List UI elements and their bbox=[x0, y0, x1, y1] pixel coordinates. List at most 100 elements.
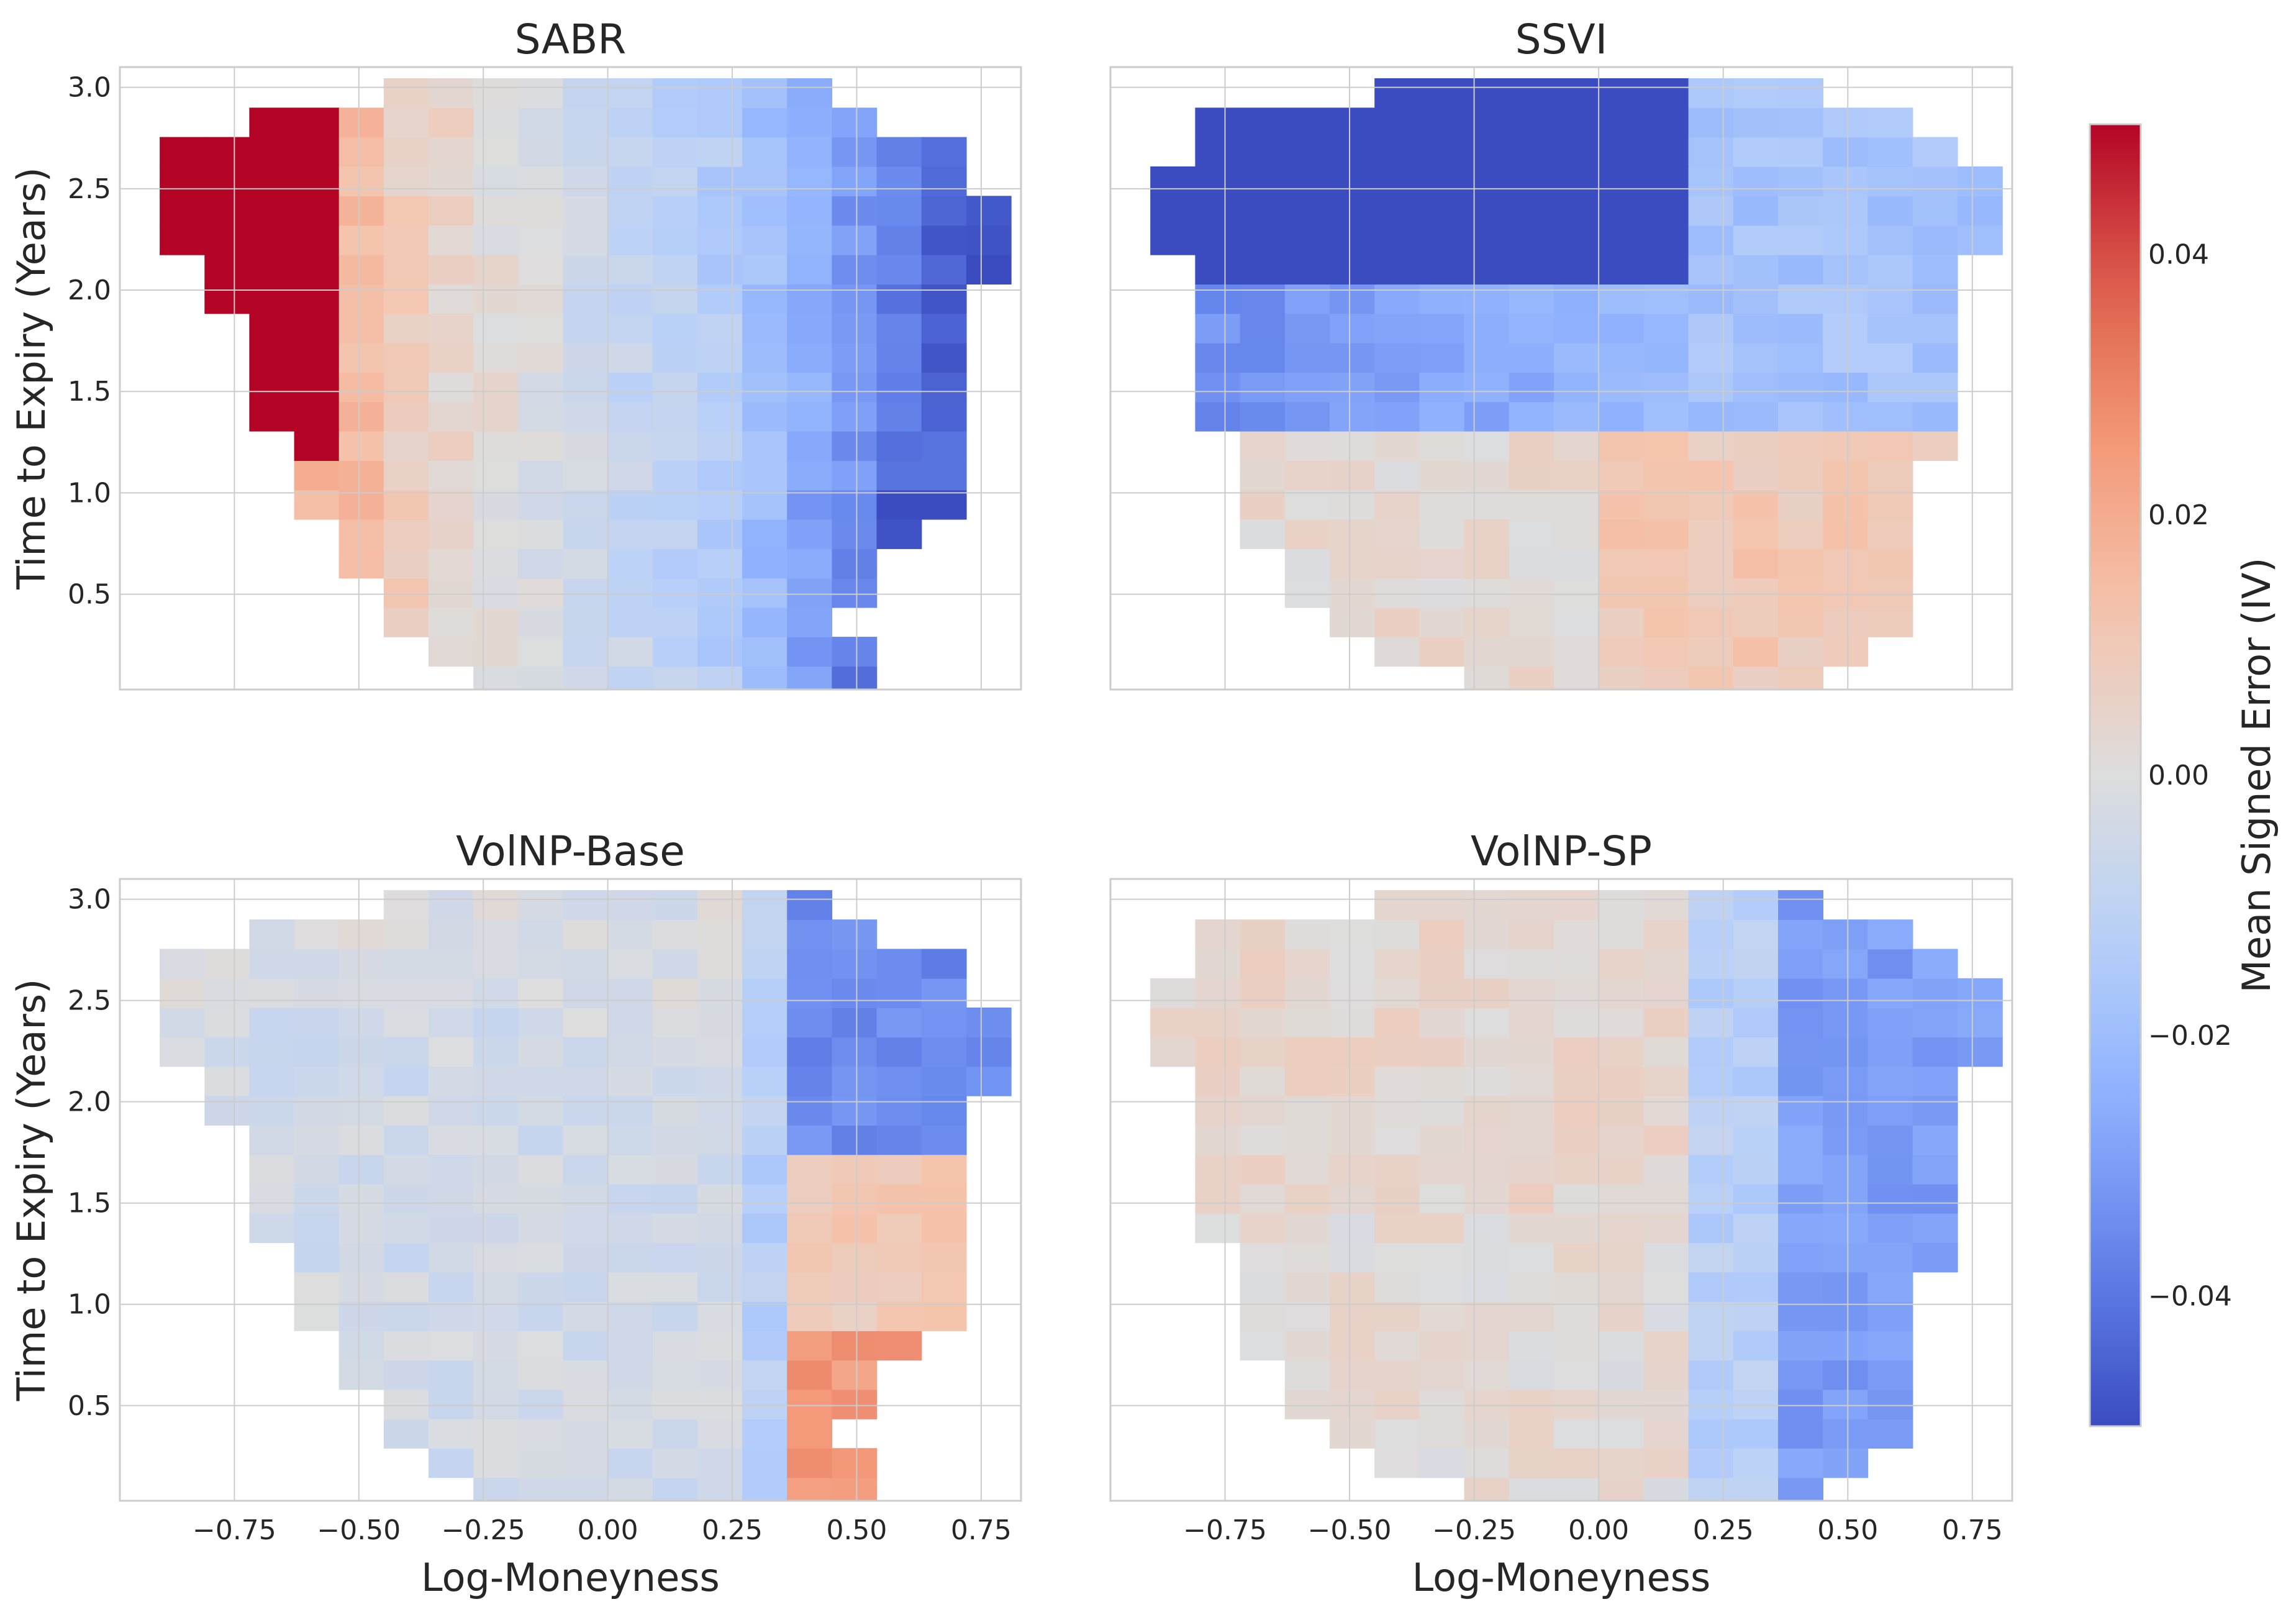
heatmap-cell bbox=[697, 78, 743, 109]
heatmap-cell bbox=[1912, 1242, 1958, 1273]
heatmap-cell bbox=[787, 489, 833, 520]
heatmap-cell bbox=[607, 919, 653, 950]
heatmap-cell bbox=[652, 1389, 698, 1419]
heatmap-cell bbox=[1284, 489, 1330, 520]
heatmap-cell bbox=[607, 225, 653, 255]
heatmap-cell bbox=[1778, 890, 1823, 920]
heatmap-cell bbox=[1867, 1213, 1913, 1244]
heatmap-cell bbox=[1509, 666, 1554, 690]
heatmap-cell bbox=[1643, 978, 1689, 1008]
heatmap-cell bbox=[204, 1037, 250, 1067]
heatmap-cell bbox=[338, 919, 384, 950]
heatmap-cell bbox=[563, 1095, 609, 1126]
heatmap-cell bbox=[876, 1008, 922, 1038]
heatmap-cell bbox=[563, 1037, 609, 1067]
heatmap-cell bbox=[1688, 1095, 1734, 1126]
heatmap-cell bbox=[1330, 1331, 1375, 1361]
heatmap-cell bbox=[1823, 430, 1869, 461]
heatmap-cell bbox=[1554, 460, 1599, 491]
heatmap-cell bbox=[966, 1008, 1012, 1038]
heatmap-cell bbox=[1643, 1477, 1689, 1501]
heatmap-cell bbox=[563, 1301, 609, 1331]
heatmap-cell bbox=[832, 1008, 878, 1038]
heatmap-cell bbox=[832, 578, 878, 608]
heatmap-cell bbox=[383, 107, 429, 138]
heatmap-cell bbox=[1464, 137, 1510, 167]
heatmap-cell bbox=[1374, 1183, 1420, 1214]
heatmap-cell bbox=[1867, 196, 1913, 226]
heatmap-cell bbox=[249, 919, 295, 950]
heatmap-cell bbox=[742, 107, 787, 138]
heatmap-cell bbox=[1419, 1037, 1465, 1067]
heatmap-cell bbox=[1643, 666, 1689, 690]
heatmap-cell bbox=[294, 1301, 340, 1331]
heatmap-cell bbox=[518, 284, 564, 314]
heatmap-cell bbox=[1464, 1095, 1510, 1126]
heatmap-cell bbox=[1374, 978, 1420, 1008]
heatmap-cell bbox=[742, 166, 787, 196]
heatmap-cell bbox=[1240, 196, 1286, 226]
heatmap-cell bbox=[338, 372, 384, 403]
heatmap-cell bbox=[1778, 1008, 1823, 1038]
heatmap-cell bbox=[966, 254, 1012, 285]
heatmap-cell bbox=[1464, 254, 1510, 285]
heatmap-cell bbox=[1643, 1389, 1689, 1419]
heatmap-cell bbox=[429, 196, 474, 226]
heatmap-cell bbox=[1599, 1154, 1645, 1185]
heatmap-cell bbox=[1330, 1095, 1375, 1126]
heatmap-cell bbox=[697, 1418, 743, 1449]
heatmap-cell bbox=[787, 519, 833, 549]
heatmap-cell bbox=[294, 1125, 340, 1155]
heatmap-cell bbox=[1733, 890, 1779, 920]
heatmap-cell bbox=[1284, 1008, 1330, 1038]
heatmap-cell bbox=[697, 1242, 743, 1273]
heatmap-cell bbox=[742, 1066, 787, 1096]
heatmap-cell bbox=[1464, 978, 1510, 1008]
heatmap-cell bbox=[294, 401, 340, 432]
heatmap-cell bbox=[294, 1242, 340, 1273]
x-tick-label: −0.75 bbox=[193, 1514, 276, 1546]
heatmap-cell bbox=[473, 254, 519, 285]
heatmap-cell bbox=[1554, 430, 1599, 461]
heatmap-cell bbox=[563, 1418, 609, 1449]
heatmap-cell bbox=[338, 1360, 384, 1390]
heatmap-cell bbox=[249, 949, 295, 979]
heatmap-cell bbox=[1733, 430, 1779, 461]
heatmap-cell bbox=[652, 978, 698, 1008]
heatmap-cell bbox=[1374, 342, 1420, 373]
heatmap-cell bbox=[876, 1301, 922, 1331]
heatmap-cell bbox=[429, 1037, 474, 1067]
heatmap-cell bbox=[429, 107, 474, 138]
heatmap-cell bbox=[742, 1477, 787, 1501]
heatmap-cell bbox=[1240, 342, 1286, 373]
heatmap-cell bbox=[1195, 196, 1241, 226]
heatmap-cell bbox=[1778, 430, 1823, 461]
heatmap-cell bbox=[473, 78, 519, 109]
heatmap-cell bbox=[1374, 1242, 1420, 1273]
heatmap-cell bbox=[473, 489, 519, 520]
y-tick-label: 3.0 bbox=[68, 72, 111, 104]
heatmap-cell bbox=[473, 919, 519, 950]
heatmap-cell bbox=[966, 1037, 1012, 1067]
x-tick-label: 0.50 bbox=[826, 1514, 887, 1546]
heatmap-cell bbox=[1957, 1008, 2003, 1038]
heatmap-cell bbox=[1464, 1477, 1510, 1501]
heatmap-cell bbox=[607, 1389, 653, 1419]
heatmap-cell bbox=[429, 949, 474, 979]
heatmap-cell bbox=[1419, 1448, 1465, 1478]
heatmap-cell bbox=[1823, 549, 1869, 579]
heatmap-cell bbox=[742, 1272, 787, 1302]
heatmap-cell bbox=[742, 1418, 787, 1449]
heatmap-cell bbox=[832, 1095, 878, 1126]
heatmap-cell bbox=[1374, 489, 1420, 520]
heatmap-cell bbox=[383, 978, 429, 1008]
heatmap-cell bbox=[473, 1125, 519, 1155]
heatmap-cell bbox=[832, 1183, 878, 1214]
panel-title: SSVI bbox=[1515, 16, 1607, 63]
heatmap-cell bbox=[1688, 1154, 1734, 1185]
heatmap-cell bbox=[383, 607, 429, 637]
heatmap-cell bbox=[1688, 1331, 1734, 1361]
heatmap-cell bbox=[1823, 107, 1869, 138]
heatmap-cell bbox=[832, 549, 878, 579]
heatmap-cell bbox=[204, 254, 250, 285]
